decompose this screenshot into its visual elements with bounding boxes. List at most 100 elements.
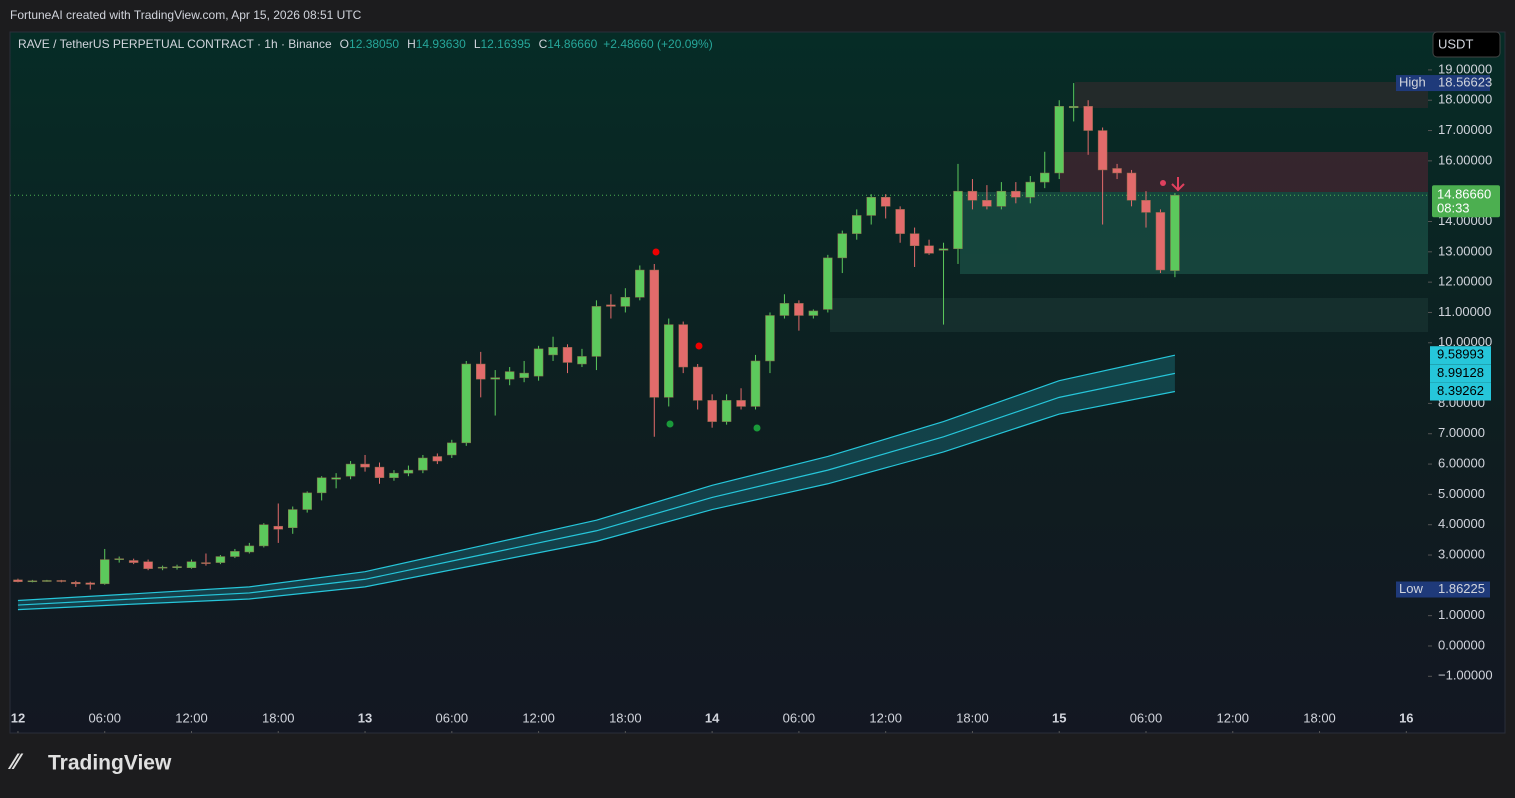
candle-body bbox=[823, 257, 833, 310]
candle-body bbox=[1025, 181, 1036, 198]
y-tick-label: 6.00000 bbox=[1438, 455, 1485, 470]
last-price: 14.86660 bbox=[1437, 187, 1491, 202]
currency-button[interactable] bbox=[1432, 31, 1501, 58]
candle-body bbox=[331, 477, 341, 480]
candle-body bbox=[996, 190, 1007, 207]
symbol: RAVE / TetherUS PERPETUAL CONTRACT · 1h … bbox=[18, 37, 332, 51]
candle-body bbox=[1170, 194, 1180, 271]
legend-text: RAVE / TetherUS PERPETUAL CONTRACT · 1h … bbox=[18, 37, 713, 51]
ohlc-value: 14.86660 bbox=[547, 37, 597, 51]
candle-body bbox=[866, 196, 876, 216]
candle-body bbox=[982, 200, 992, 207]
legend: RAVE / TetherUS PERPETUAL CONTRACT · 1h … bbox=[18, 37, 713, 51]
y-tick-label: −1.00000 bbox=[1438, 668, 1493, 683]
candle-body bbox=[1054, 106, 1064, 174]
x-tick-label: 12:00 bbox=[869, 710, 902, 725]
candle-body bbox=[403, 469, 414, 474]
x-tick-label: 14 bbox=[705, 710, 720, 725]
price-label-name: High bbox=[1399, 74, 1426, 89]
candle-body bbox=[707, 400, 717, 422]
candle-body bbox=[259, 524, 269, 547]
ohlc-key: C bbox=[539, 37, 548, 51]
candle-body bbox=[143, 561, 153, 569]
x-tick-label: 06:00 bbox=[1130, 710, 1163, 725]
x-tick-label: 12 bbox=[11, 710, 25, 725]
sell-arrow bbox=[1171, 177, 1185, 192]
x-tick-label: 18:00 bbox=[1303, 710, 1336, 725]
candle-body bbox=[837, 233, 848, 259]
candle-body bbox=[71, 582, 81, 585]
y-tick-label: 16.00000 bbox=[1438, 152, 1492, 167]
candle-body bbox=[880, 196, 891, 207]
candle-body bbox=[316, 477, 327, 494]
candle-body bbox=[157, 566, 168, 569]
candle-body bbox=[1011, 190, 1021, 198]
candle-body bbox=[606, 304, 616, 307]
x-tick-label: 12:00 bbox=[1216, 710, 1249, 725]
band-label-box bbox=[1430, 364, 1491, 383]
candle-body bbox=[447, 442, 457, 456]
candle-body bbox=[808, 310, 819, 316]
x-tick-label: 18:00 bbox=[262, 710, 295, 725]
candle-body bbox=[215, 556, 226, 563]
candle-body bbox=[577, 356, 587, 365]
candle-body bbox=[374, 466, 385, 478]
candle-body bbox=[360, 463, 370, 468]
candle-body bbox=[953, 190, 963, 250]
candle-body bbox=[1083, 106, 1093, 131]
candle-body bbox=[635, 269, 645, 298]
candle-body bbox=[42, 580, 52, 582]
price-label-value: 18.56623 bbox=[1438, 74, 1492, 89]
x-tick-label: 06:00 bbox=[783, 710, 816, 725]
y-tick-label: 7.00000 bbox=[1438, 425, 1485, 440]
candle-body bbox=[895, 209, 905, 234]
ohlc-key: O bbox=[340, 37, 349, 51]
candle-body bbox=[85, 582, 95, 585]
x-tick-label: 12:00 bbox=[175, 710, 208, 725]
candle-body bbox=[186, 561, 197, 569]
x-tick-label: 18:00 bbox=[609, 710, 642, 725]
candle-body bbox=[13, 579, 23, 582]
buy-signal bbox=[666, 420, 674, 428]
sell-signal bbox=[1160, 180, 1166, 186]
y-tick-label: 18.00000 bbox=[1438, 92, 1492, 107]
x-tick-label: 16 bbox=[1399, 710, 1413, 725]
candle-body bbox=[721, 400, 732, 422]
credit: FortuneAI created with TradingView.com, … bbox=[10, 8, 362, 22]
y-tick-label: 10.00000 bbox=[1438, 334, 1492, 349]
candle-body bbox=[114, 558, 124, 560]
candle-body bbox=[1141, 200, 1151, 213]
candle-body bbox=[852, 215, 862, 234]
candle-body bbox=[56, 580, 67, 582]
ohlc-value: 12.16395 bbox=[481, 37, 531, 51]
buy-signal bbox=[753, 424, 761, 432]
candle-body bbox=[1068, 106, 1079, 109]
candle-body bbox=[1112, 168, 1122, 174]
candle-body bbox=[924, 245, 934, 254]
brand: TradingView bbox=[48, 752, 172, 775]
candle-body bbox=[1097, 130, 1108, 171]
price-label-box bbox=[1396, 75, 1490, 92]
y-tick-label: 4.00000 bbox=[1438, 516, 1485, 531]
sell-signal bbox=[652, 248, 660, 256]
candle-body bbox=[938, 248, 949, 251]
band-line bbox=[17, 354, 1176, 602]
candle-body bbox=[345, 463, 356, 477]
candle-body bbox=[432, 456, 443, 462]
x-tick-label: 06:00 bbox=[436, 710, 469, 725]
ohlc-value: 14.93630 bbox=[416, 37, 466, 51]
ohlc-value: 12.38050 bbox=[349, 37, 399, 51]
candle-body bbox=[562, 347, 573, 363]
candle-body bbox=[99, 559, 110, 585]
candle-body bbox=[461, 363, 472, 444]
candle-body bbox=[27, 580, 38, 583]
candle-body bbox=[1155, 212, 1166, 271]
y-tick-label: 5.00000 bbox=[1438, 486, 1485, 501]
candle-body bbox=[1040, 172, 1050, 183]
x-tick-label: 12:00 bbox=[522, 710, 555, 725]
candle-body bbox=[273, 525, 284, 530]
candle-body bbox=[649, 269, 660, 398]
candle-body bbox=[519, 372, 529, 378]
candle-body bbox=[779, 303, 790, 316]
